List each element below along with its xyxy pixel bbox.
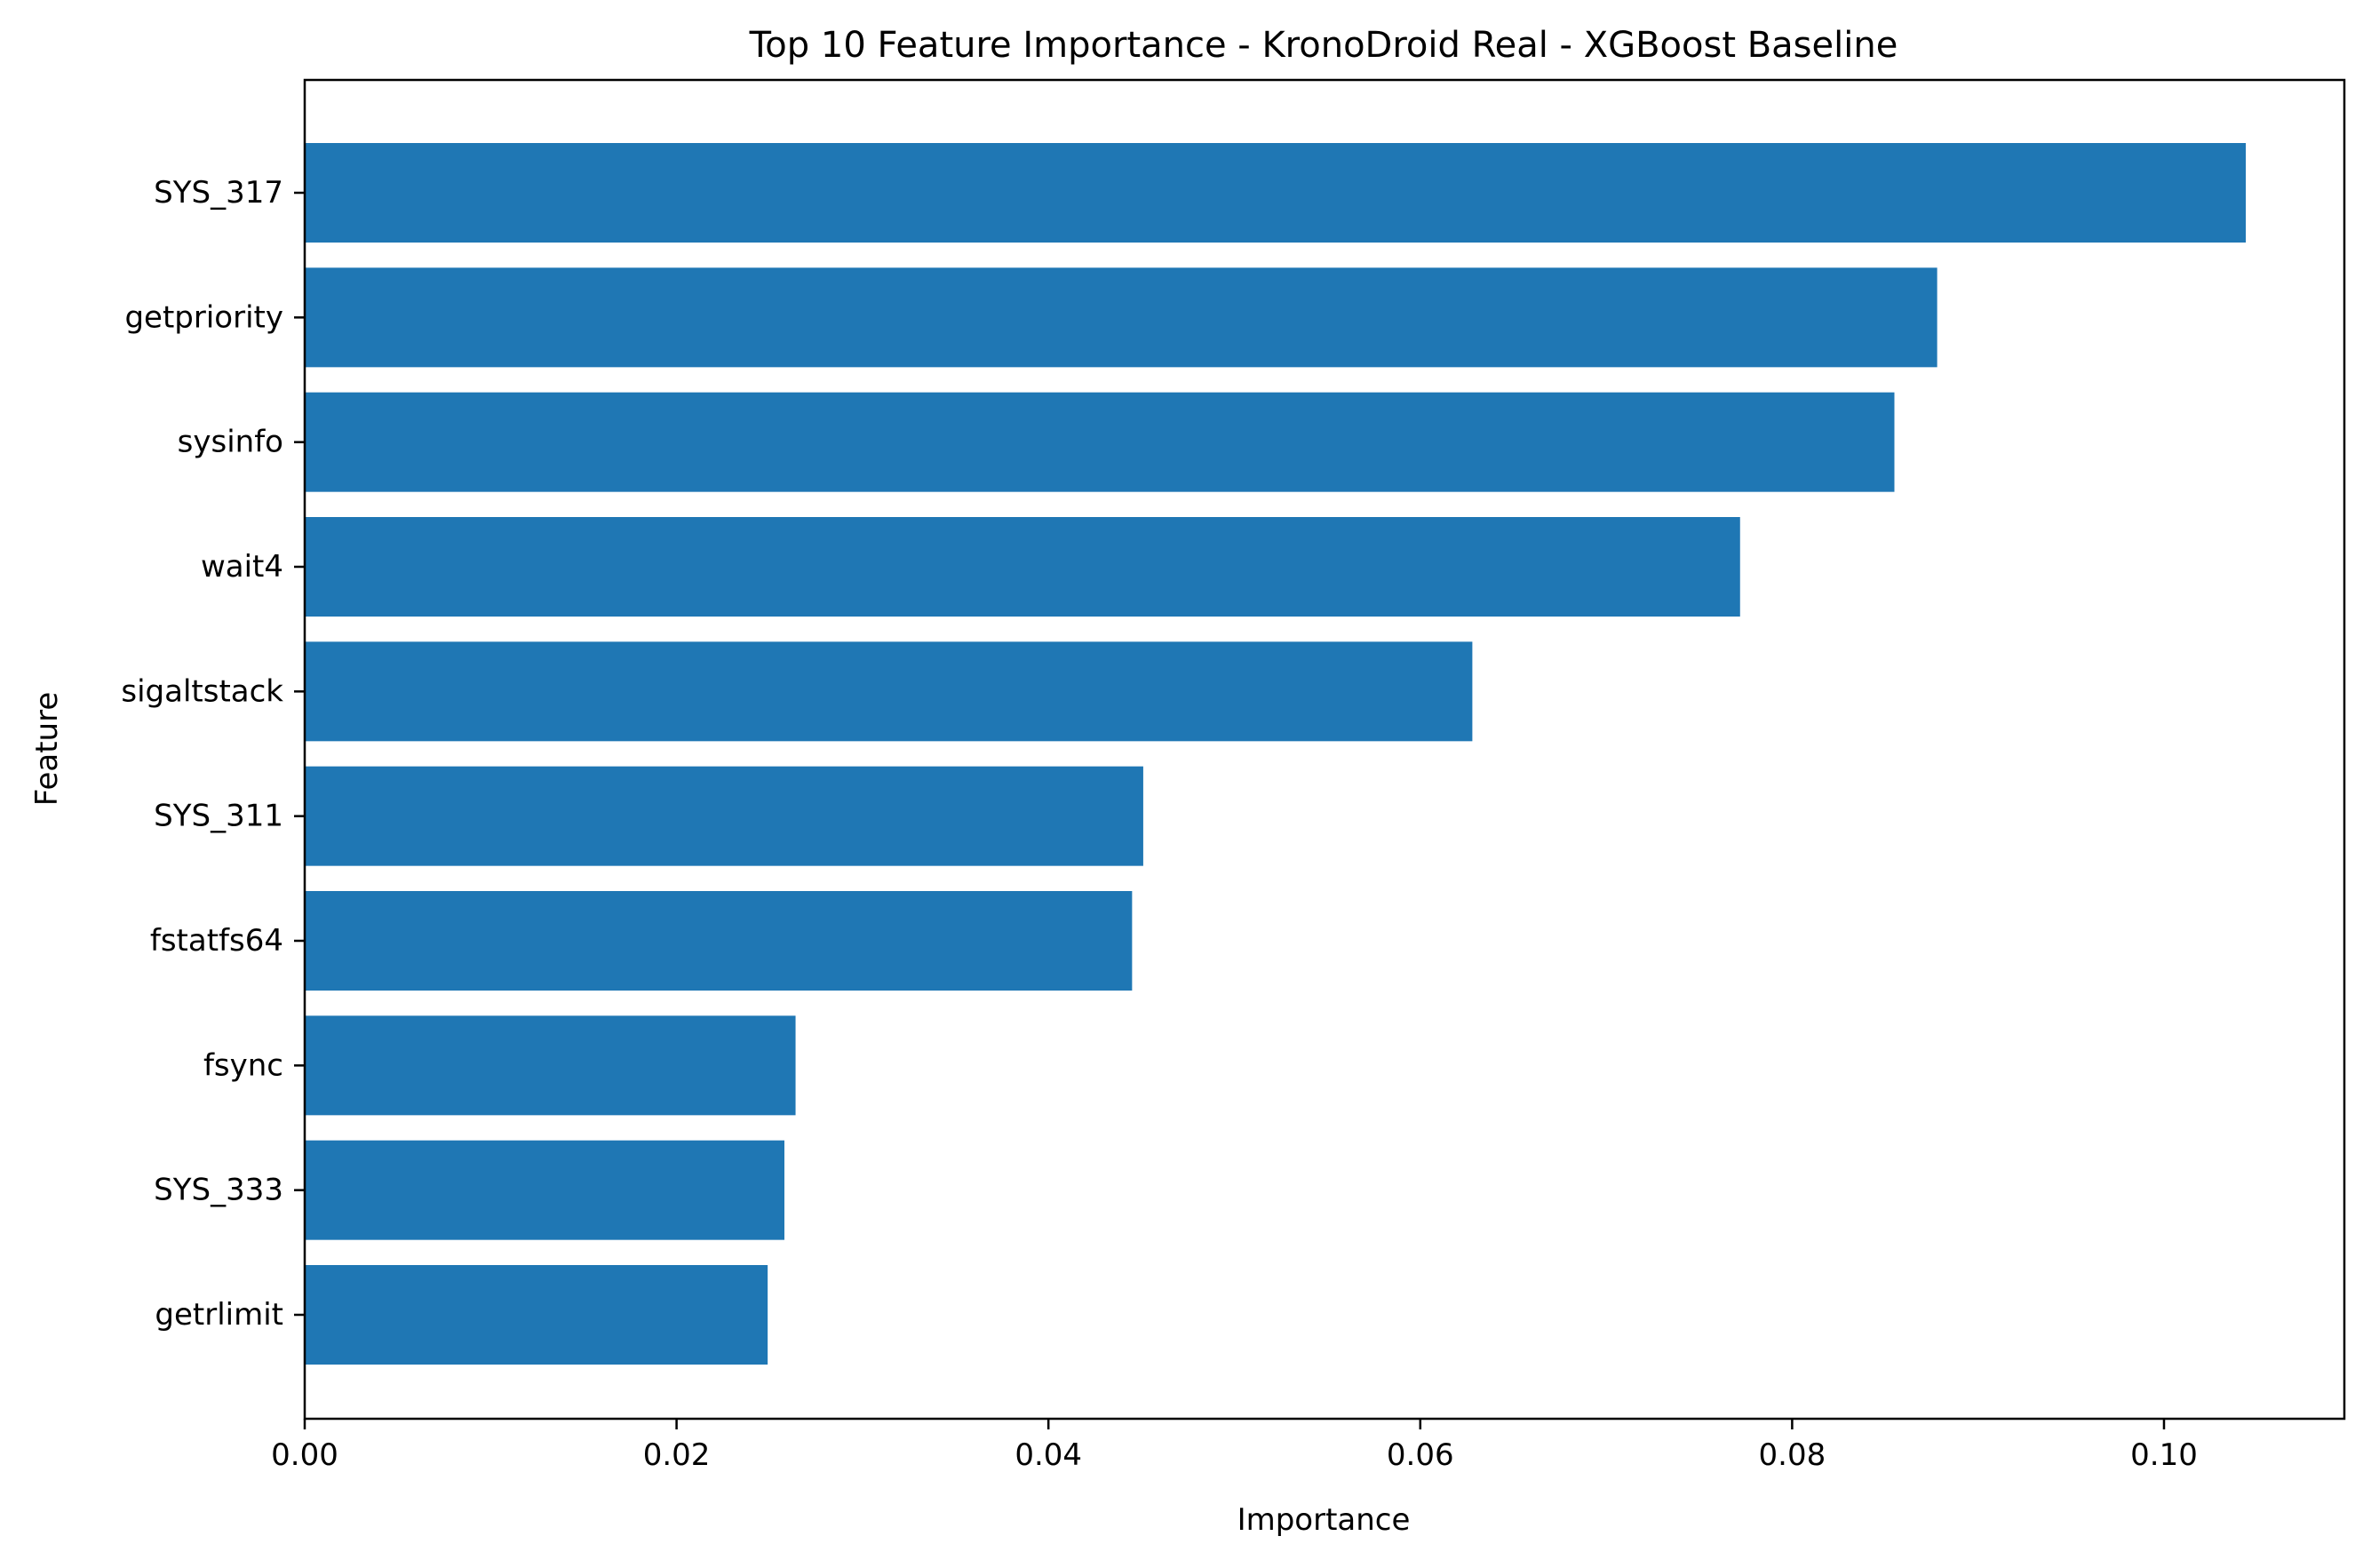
- y-tick-label: SYS_317: [154, 175, 283, 211]
- x-tick-label: 0.02: [643, 1437, 711, 1473]
- y-axis-ticks: SYS_317 getpriority sysinfo wait4 sigaltstac…: [121, 175, 305, 1333]
- y-tick-label: getrlimit: [155, 1297, 283, 1333]
- y-tick-label: SYS_311: [154, 799, 283, 834]
- bar-SYS_311: [305, 766, 1143, 866]
- bar-fstatfs64: [305, 891, 1133, 991]
- y-tick-label: fstatfs64: [150, 923, 283, 959]
- plot-frame: [303, 78, 2346, 1421]
- x-tick-label: 0.08: [1759, 1437, 1826, 1473]
- bars-group: [305, 143, 2247, 1365]
- y-tick-label: fsync: [203, 1047, 283, 1083]
- bar-getrlimit: [305, 1265, 768, 1365]
- bar-getpriority: [305, 267, 1937, 368]
- y-tick-label: sigaltstack: [121, 673, 283, 709]
- x-tick-label: 0.04: [1014, 1437, 1082, 1473]
- y-tick-label: wait4: [201, 549, 283, 585]
- chart-title: Top 10 Feature Importance - KronoDroid R…: [749, 25, 1898, 66]
- x-axis-label: Importance: [1237, 1502, 1411, 1538]
- x-tick-label: 0.06: [1387, 1437, 1454, 1473]
- bar-sysinfo: [305, 392, 1895, 492]
- bar-fsync: [305, 1015, 796, 1116]
- x-axis-ticks: 0.00 0.02 0.04 0.06 0.08 0.10: [271, 1419, 2198, 1473]
- y-tick-label: SYS_333: [154, 1173, 283, 1208]
- x-tick-label: 0.10: [2130, 1437, 2198, 1473]
- x-tick-label: 0.00: [271, 1437, 338, 1473]
- bar-wait4: [305, 517, 1740, 617]
- y-tick-label: getpriority: [124, 299, 283, 335]
- bar-sigaltstack: [305, 641, 1473, 742]
- y-axis-label: Feature: [29, 692, 65, 806]
- bar-SYS_333: [305, 1140, 784, 1240]
- y-tick-label: sysinfo: [178, 425, 283, 460]
- bar-SYS_317: [305, 143, 2247, 243]
